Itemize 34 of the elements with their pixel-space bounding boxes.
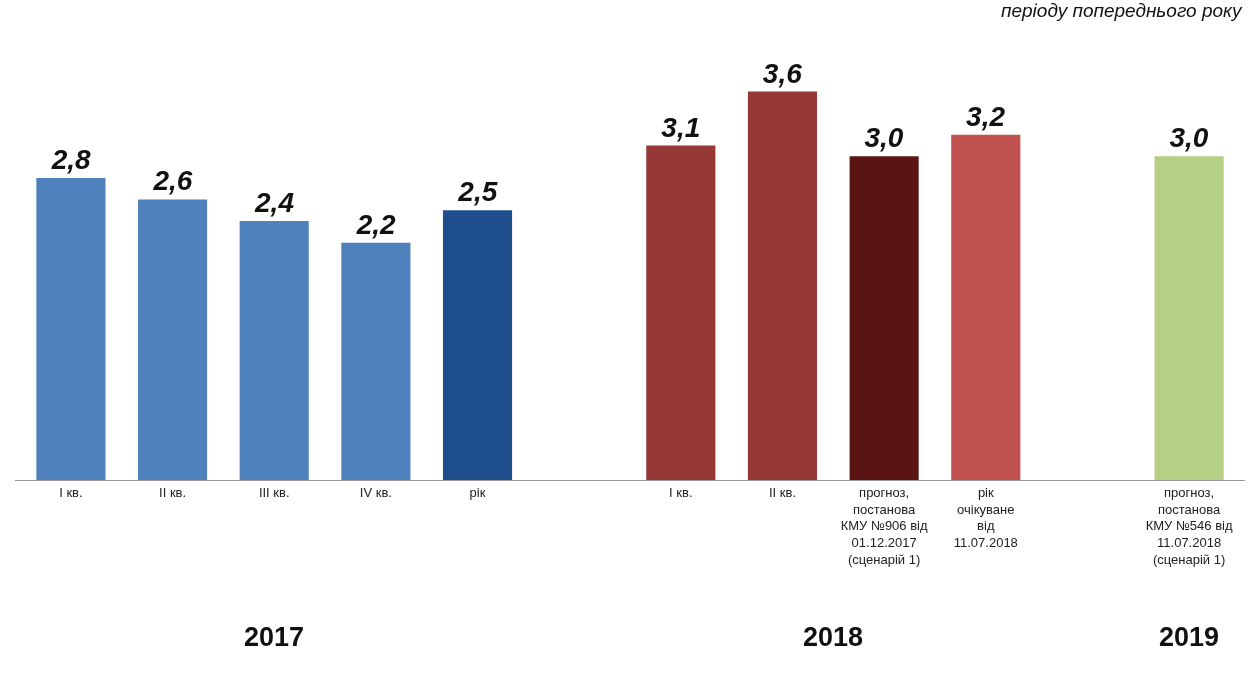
x-tick-label: прогноз, постанова КМУ №906 від 01.12.2017 (сценарій 1) (840, 484, 928, 568)
chart-subtitle: періоду попереднього року (1001, 0, 1244, 21)
data-label: 2,4 (254, 187, 295, 219)
bar (1154, 156, 1224, 480)
bar (646, 145, 716, 480)
data-label: 2,5 (457, 176, 498, 208)
text: 2019 (1159, 622, 1220, 652)
bar (849, 156, 919, 480)
data-label: 3,0 (864, 122, 904, 154)
x-tick-label: II кв. (768, 484, 796, 500)
bar (239, 221, 309, 480)
text: 2018 (803, 622, 864, 652)
data-label: 2,2 (355, 208, 397, 240)
data-label: 2,8 (50, 143, 92, 175)
data-label: 3,0 (1169, 122, 1209, 154)
data-label: 3,6 (762, 57, 803, 89)
x-tick-label: II кв. (159, 484, 187, 500)
data-label: 2,6 (152, 165, 193, 197)
x-tick-label: III кв. (258, 484, 290, 500)
x-tick-label: I кв. (59, 484, 83, 500)
bar (747, 91, 818, 480)
bar (442, 210, 513, 480)
x-tick-label: I кв. (669, 484, 693, 500)
bar (36, 177, 106, 480)
bar (951, 134, 1021, 480)
bar (341, 242, 411, 480)
data-label: 3,2 (966, 100, 1006, 132)
x-tick-label: IV кв. (359, 484, 392, 500)
x-tick-label: рік очікуване від 11.07.2018 (953, 484, 1018, 551)
data-label: 3,1 (661, 111, 701, 143)
x-tick-label: рік (469, 484, 486, 500)
text: 2017 (244, 622, 305, 652)
x-tick-label: прогноз, постанова КМУ №546 від 11.07.2018 (сценарій 1) (1145, 484, 1233, 568)
bar (138, 199, 208, 480)
